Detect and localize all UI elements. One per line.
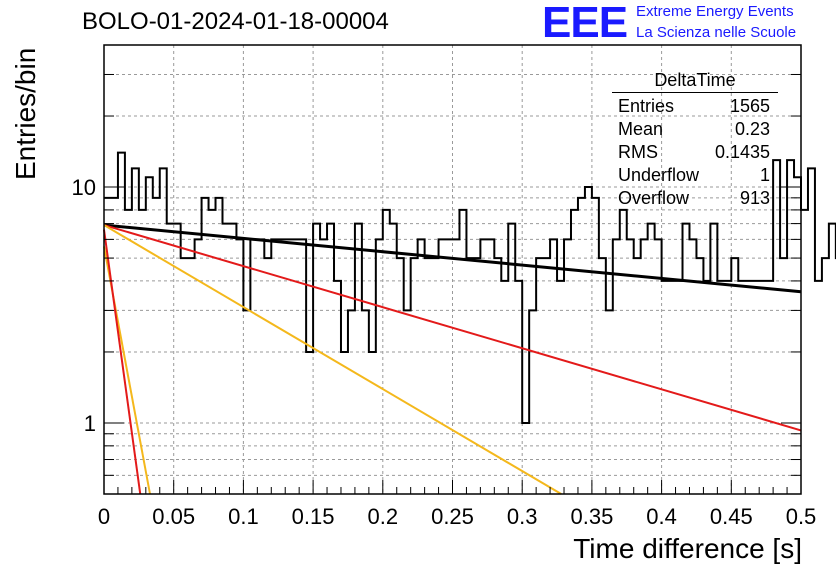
x-tick-label: 0.35 [570,504,613,529]
stats-row: Mean 0.23 [612,118,778,141]
fit-lines-layer [103,223,802,495]
logo-tagline-1: Extreme Energy Events [636,3,794,20]
stat-label: RMS [618,142,658,162]
x-tick-label: 0.45 [710,504,753,529]
x-tick-label: 0 [98,504,110,529]
fit-line-fast3 [103,229,142,495]
stats-row: Entries 1565 [612,95,778,118]
stats-row: Underflow 1 [612,164,778,187]
stat-value: 1 [759,165,770,185]
stat-label: Mean [618,119,664,139]
stats-box: DeltaTime Entries 1565 Mean 0.23 RMS 0.1… [612,70,778,210]
y-axis-label: Entries/bin [10,47,41,180]
fit-line-medium [103,224,802,432]
stat-value: 1565 [729,96,770,116]
y-tick-label: 1 [84,411,96,436]
tick-layer: 0 0.05 0.1 0.15 0.2 0.25 0.3 0.35 0.4 0.45 0.5 1 10 [72,73,817,529]
grid-layer [104,45,801,494]
stat-label: Entries [618,96,675,116]
x-tick-label: 0.25 [431,504,474,529]
x-tick-label: 0.15 [292,504,335,529]
histogram-layer [104,151,836,424]
x-tick-label: 0.2 [368,504,399,529]
histogram-outline [104,151,836,424]
stats-row: Overflow 913 [612,187,778,210]
stat-label: Underflow [618,165,700,185]
eee-logo: EEE [542,0,628,47]
x-axis-label: Time difference [s] [573,533,802,564]
x-tick-label: 0.05 [152,504,195,529]
stats-row: RMS 0.1435 [612,141,778,164]
y-tick-label: 10 [72,175,96,200]
stat-value: 0.1435 [714,142,770,162]
x-tick-label: 0.3 [507,504,538,529]
stat-value: 0.23 [734,119,770,139]
plot-title: BOLO-01-2024-01-18-00004 [82,8,389,35]
x-tick-label: 0.4 [646,504,677,529]
x-tick-label: 0.5 [786,504,817,529]
stat-value: 913 [739,188,770,208]
fit-line-fast1 [103,224,562,495]
logo-tagline-2: La Scienza nelle Scuole [636,24,797,41]
stats-title: DeltaTime [612,70,778,93]
fit-line-slow [103,223,802,294]
stat-label: Overflow [618,188,690,208]
x-tick-label: 0.1 [228,504,259,529]
